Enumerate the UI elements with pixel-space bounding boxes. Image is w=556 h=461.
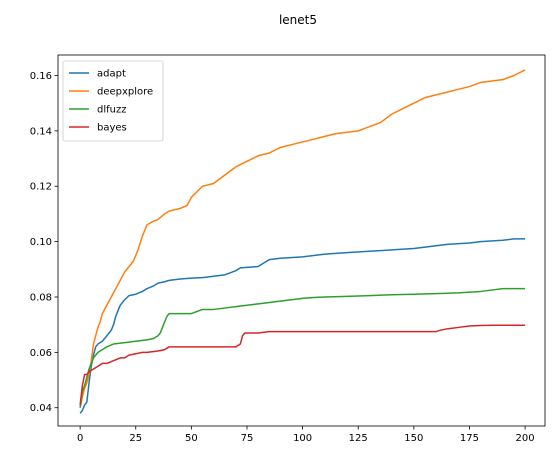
y-tick-label: 0.14	[30, 126, 52, 137]
y-tick-label: 0.04	[30, 403, 52, 414]
y-tick-label: 0.08	[30, 292, 52, 303]
chart-title: lenet5	[279, 13, 317, 27]
x-tick-label: 200	[516, 433, 535, 444]
series-line-adapt	[79, 238, 526, 414]
plot-frame	[57, 54, 546, 427]
legend-label-deepxplore: deepxplore	[97, 87, 153, 98]
y-tick-label: 0.16	[30, 71, 52, 82]
plot-lines	[79, 69, 526, 414]
series-line-bayes	[79, 324, 526, 406]
x-tick-label: 175	[460, 433, 479, 444]
legend: adapt deepxplore dlfuzz bayes	[62, 60, 164, 142]
x-axis: 0 25 50 75 100 125 150 175 200	[77, 426, 535, 444]
legend-label-bayes: bayes	[97, 123, 127, 134]
y-tick-label: 0.12	[30, 182, 52, 193]
y-tick-label: 0.06	[30, 348, 52, 359]
series-line-deepxplore	[79, 69, 526, 408]
x-tick-label: 150	[404, 433, 423, 444]
x-tick-label: 50	[185, 433, 198, 444]
legend-label-adapt: adapt	[97, 69, 126, 80]
legend-box	[62, 60, 164, 142]
y-tick-label: 0.10	[30, 237, 52, 248]
y-axis: 0.04 0.06 0.08 0.10 0.12 0.14 0.16	[30, 71, 58, 414]
x-tick-label: 75	[241, 433, 254, 444]
series-line-dlfuzz	[79, 287, 526, 408]
x-tick-label: 0	[77, 433, 83, 444]
x-tick-label: 25	[129, 433, 142, 444]
legend-label-dlfuzz: dlfuzz	[97, 105, 126, 116]
x-tick-label: 125	[349, 433, 368, 444]
x-tick-label: 100	[293, 433, 312, 444]
